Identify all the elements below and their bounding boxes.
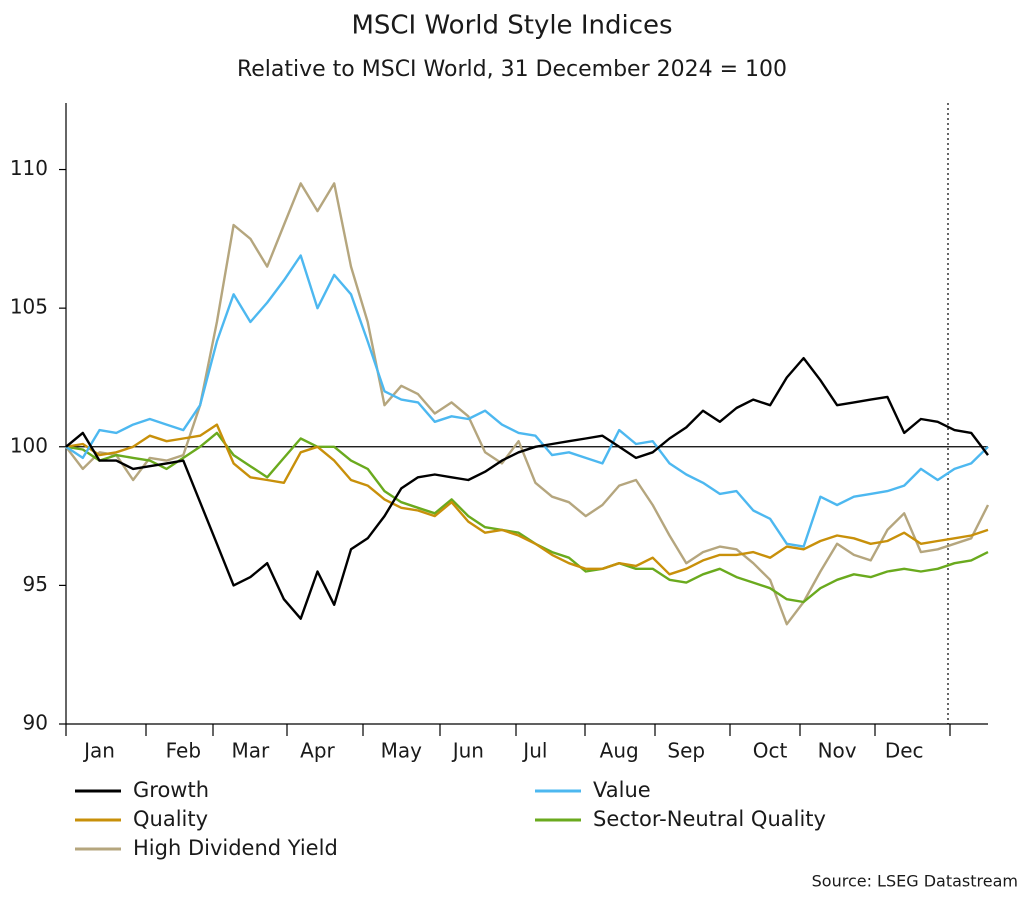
month-ticks [65,724,951,736]
chart-title: MSCI World Style Indices [351,11,672,41]
x-tick-label: Apr [300,739,335,763]
x-tick-label: Jul [521,739,547,763]
source: Source: LSEG Datastream [812,872,1018,891]
x-tick-label: Mar [232,739,271,763]
series-line [65,182,990,626]
legend-label: Quality [133,807,208,831]
y-tick-label: 90 [23,711,48,735]
axes [65,103,988,736]
x-tick-label: Feb [166,739,201,763]
series-line [65,423,989,576]
legend-label: Growth [133,778,209,802]
x-tick-label: Sep [667,739,705,763]
chart-subtitle: Relative to MSCI World, 31 December 2024… [237,57,787,82]
legend-label: Sector-Neutral Quality [593,807,826,831]
series-line [65,356,989,620]
legend-label: Value [593,778,651,802]
x-tick-label: Oct [753,739,788,763]
x-tick-label: Jan [82,739,115,763]
x-tick-label: Nov [818,739,857,763]
series-line [65,254,989,548]
y-tick-label: 105 [10,295,48,319]
series-line [65,431,989,604]
x-tick-label: Jun [451,739,484,763]
x-tick-label: May [381,739,423,763]
y-tick-label: 110 [10,156,48,180]
legend-label: High Dividend Yield [133,836,338,860]
y-tick-label: 95 [23,572,48,596]
x-tick-label: Aug [600,739,639,763]
y-tick-label: 100 [10,433,48,457]
x-tick-label: Dec [885,739,924,763]
